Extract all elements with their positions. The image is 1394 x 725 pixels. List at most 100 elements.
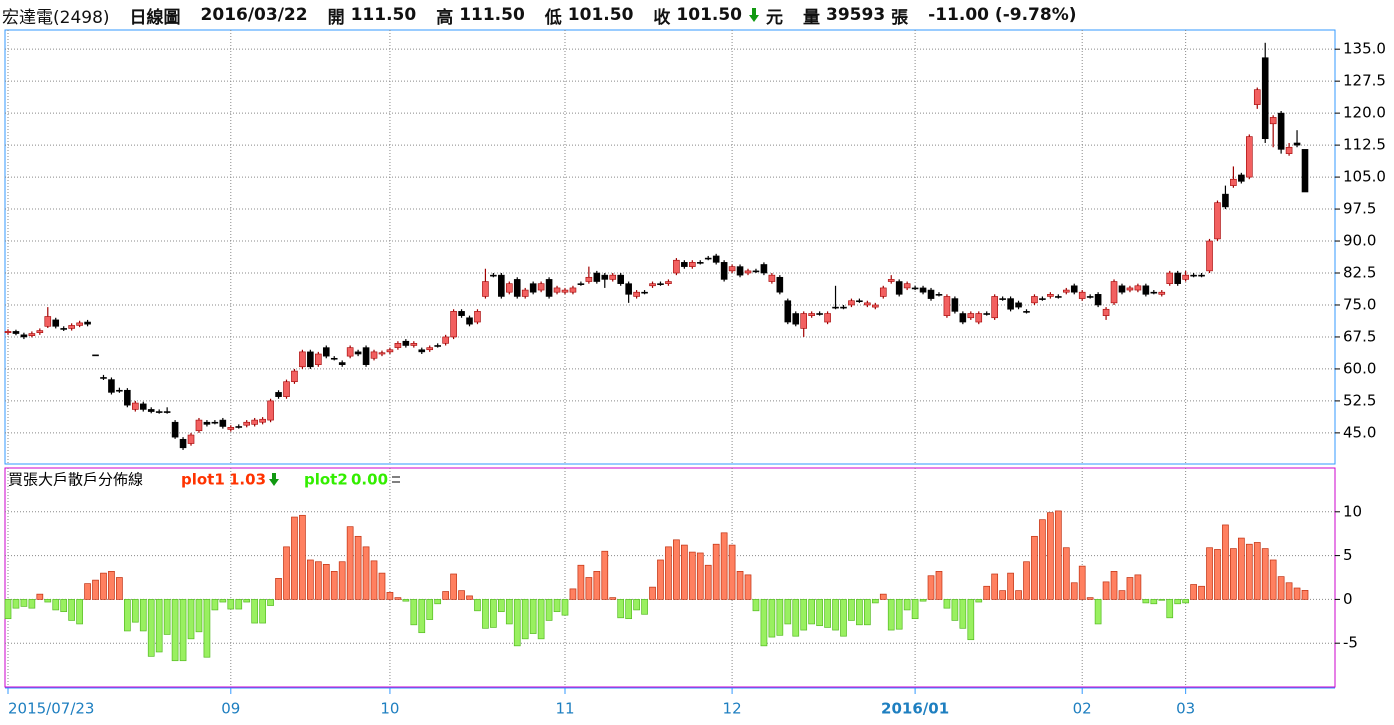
bar	[673, 539, 680, 600]
candle-body	[1094, 294, 1102, 306]
price-panel	[4, 29, 1336, 465]
bar	[394, 597, 402, 600]
bar	[251, 599, 259, 624]
bar	[44, 599, 52, 603]
period: 日線圖	[129, 7, 181, 28]
bar	[840, 599, 847, 637]
bar	[1062, 547, 1070, 600]
candle-body	[227, 427, 235, 430]
bar	[346, 526, 354, 600]
candle-body	[100, 377, 107, 379]
candle-body	[402, 340, 410, 346]
bar	[633, 599, 640, 611]
candle-body	[44, 316, 52, 327]
bar	[108, 571, 115, 600]
candle-body	[410, 343, 418, 346]
y-tick-label: 10	[1343, 502, 1362, 520]
candle-body	[1142, 285, 1150, 295]
candle-body	[195, 419, 203, 432]
bar	[171, 599, 179, 662]
candle-body	[832, 306, 839, 309]
candle-body	[1198, 274, 1205, 277]
bar	[927, 575, 935, 600]
bar	[497, 599, 505, 613]
volume: 39593	[826, 5, 886, 25]
high-label: 高	[436, 7, 454, 28]
bar	[1142, 599, 1150, 604]
bar	[1269, 559, 1277, 600]
bar	[680, 544, 688, 600]
bar	[20, 599, 28, 607]
x-tick-label: 02	[1073, 700, 1092, 718]
bar	[601, 550, 609, 600]
bar	[1174, 599, 1182, 605]
candle-body	[76, 322, 83, 326]
bar	[139, 599, 147, 632]
bar	[792, 599, 800, 637]
candle-body	[879, 287, 887, 297]
bar	[402, 599, 410, 602]
candle-body	[124, 389, 131, 406]
bar	[1277, 576, 1285, 600]
high: 111.50	[459, 5, 525, 25]
candle-body	[943, 296, 951, 316]
y-tick-label: 75.0	[1343, 295, 1376, 313]
candle-body	[307, 351, 314, 368]
bar	[307, 559, 314, 600]
bar	[52, 599, 60, 611]
bar	[322, 564, 330, 600]
candle-body	[1238, 174, 1245, 182]
bar	[752, 599, 760, 612]
header: 宏達電(2498) 日線圖 2016/03/22 開 111.50 高 111.…	[2, 3, 1077, 28]
bar	[553, 599, 561, 613]
bar	[1293, 587, 1301, 600]
candle-body	[1062, 289, 1070, 293]
x-tick-label: 2016/01	[881, 700, 949, 718]
candle-body	[999, 298, 1006, 300]
x-tick-label: 11	[555, 700, 574, 718]
candle-body	[1246, 136, 1253, 178]
bar	[131, 599, 139, 623]
volume-unit: 張	[891, 7, 909, 28]
bar	[338, 561, 346, 600]
candle-body	[848, 300, 855, 306]
candle-body	[155, 411, 163, 413]
candle-body	[736, 266, 744, 276]
legend-plot2: plot2	[304, 471, 348, 489]
candle-body	[12, 331, 20, 334]
candle-body	[537, 283, 545, 291]
bar	[490, 599, 497, 628]
candle-body	[1047, 294, 1054, 297]
candle-body	[466, 317, 473, 325]
candle-body	[1277, 112, 1285, 150]
candle-body	[673, 259, 680, 274]
candle-body	[800, 313, 808, 329]
bar	[1102, 581, 1110, 600]
bar	[36, 593, 44, 600]
bar	[418, 599, 426, 634]
bar	[545, 599, 553, 621]
bar	[856, 599, 863, 626]
bar	[1301, 590, 1309, 600]
close: 101.50	[676, 5, 743, 25]
candle-body	[482, 281, 489, 297]
bar	[975, 599, 983, 603]
candle-body	[585, 276, 593, 282]
bar	[28, 599, 36, 609]
bar	[1134, 574, 1142, 600]
bar	[1110, 571, 1118, 600]
bar	[505, 599, 513, 625]
bar	[116, 577, 123, 600]
bar	[720, 532, 728, 600]
candle-body	[1166, 272, 1174, 284]
bar	[179, 599, 187, 662]
bar	[919, 599, 927, 602]
candle-body	[505, 283, 513, 293]
bar	[466, 595, 473, 600]
candle-body	[529, 283, 537, 293]
bar	[482, 599, 489, 629]
candle-body	[967, 313, 975, 319]
bar	[1245, 543, 1253, 600]
candle-body	[1174, 272, 1181, 284]
bar	[1023, 561, 1030, 600]
